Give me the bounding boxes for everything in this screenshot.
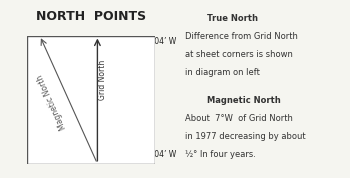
Text: True North: True North (207, 14, 258, 23)
Text: in 1977 decreasing by about: in 1977 decreasing by about (186, 132, 306, 141)
Text: Magnetic North: Magnetic North (35, 73, 68, 130)
Text: About  7°W  of Grid North: About 7°W of Grid North (186, 114, 293, 123)
Text: 00ʹ 13’E: 00ʹ 13’E (49, 150, 80, 159)
Text: Difference from Grid North: Difference from Grid North (186, 32, 298, 41)
Text: NORTH  POINTS: NORTH POINTS (36, 9, 146, 23)
Text: 00ʹ 04’ W: 00ʹ 04’ W (140, 150, 177, 159)
Text: 00ʹ 04’ W: 00ʹ 04’ W (140, 37, 177, 46)
Text: at sheet corners is shown: at sheet corners is shown (186, 50, 293, 59)
Text: 00ʹ 13’E: 00ʹ 13’E (49, 37, 80, 46)
Text: in diagram on left: in diagram on left (186, 68, 260, 77)
Text: ½° In four years.: ½° In four years. (186, 150, 256, 159)
Text: Grid North: Grid North (98, 59, 107, 100)
Text: Magnetic North: Magnetic North (207, 96, 281, 105)
FancyBboxPatch shape (27, 36, 155, 164)
